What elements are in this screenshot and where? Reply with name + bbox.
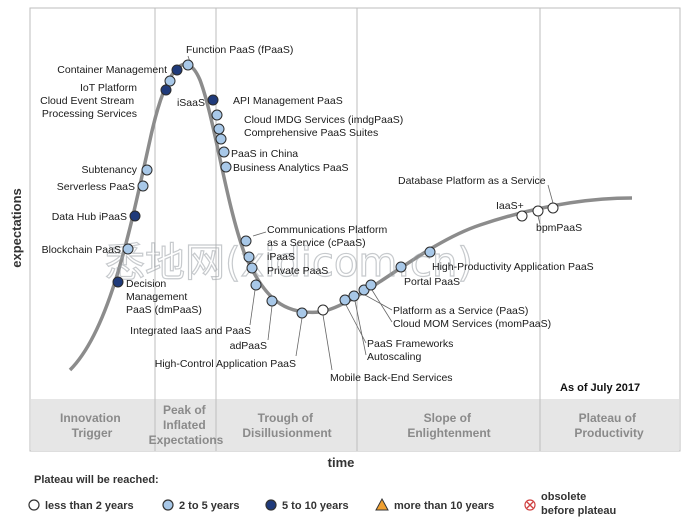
marker-portal-paas [395, 261, 407, 273]
label-decision-management: Decision Management PaaS (dmPaaS) [126, 278, 202, 316]
marker-blockchain-paas [122, 243, 134, 255]
label-integrated-iaas-paas: Integrated IaaS and PaaS [130, 325, 251, 337]
x-axis-label: time [328, 455, 355, 470]
label-paas-frameworks: PaaS Frameworks [367, 338, 453, 350]
marker-private-paas [246, 262, 258, 274]
label-cloud-imdg: Cloud IMDG Services (imdgPaaS) [244, 114, 403, 126]
label-private-paas: Private PaaS [267, 265, 328, 277]
marker-cloud-imdg [213, 123, 225, 135]
label-container-management: Container Management [57, 64, 167, 76]
legend-label-lt2: less than 2 years [45, 500, 134, 512]
label-iot-platform: IoT Platform [80, 82, 137, 94]
leader-line [371, 289, 393, 323]
legend-marker-5to10 [265, 499, 277, 511]
marker-high-control-paas [296, 307, 308, 319]
label-function-paas: Function PaaS (fPaaS) [186, 44, 293, 56]
marker-paas-in-china [218, 146, 230, 158]
label-blockchain-paas: Blockchain PaaS [42, 244, 121, 256]
marker-bpmpaas [532, 205, 544, 217]
label-business-analytics: Business Analytics PaaS [233, 162, 349, 174]
marker-high-productivity-paas [424, 246, 436, 258]
marker-cpaas [240, 235, 252, 247]
label-isaas: iSaaS [177, 97, 205, 109]
phase-band [31, 399, 679, 451]
leader-line [252, 231, 267, 237]
leader-line [267, 305, 273, 341]
label-subtenancy: Subtenancy [82, 164, 138, 176]
marker-cloud-mom [365, 279, 377, 291]
label-bpmpaas: bpmPaaS [536, 222, 582, 234]
label-iaas-plus: IaaS+ [496, 200, 524, 212]
marker-subtenancy [141, 164, 153, 176]
label-dbpaas: Database Platform as a Service [398, 175, 546, 187]
leader-line [249, 289, 256, 326]
phase-innovation: Innovation Trigger [60, 411, 124, 440]
legend-marker-obsolete [524, 499, 536, 511]
leader-line [354, 300, 367, 356]
label-paas-in-china: PaaS in China [231, 148, 298, 160]
leader-line [537, 215, 541, 225]
technology-markers: Function PaaS (fPaaS) Container Manageme… [40, 44, 594, 384]
leader-line [295, 317, 303, 357]
as-of-label: As of July 2017 [560, 382, 640, 394]
phase-trough: Trough of Disillusionment [242, 411, 331, 440]
leader-line [345, 304, 367, 344]
label-mobile-back-end: Mobile Back-End Services [330, 372, 453, 384]
marker-iaas-plus [516, 210, 528, 222]
phase-plateau: Plateau of Productivity [574, 411, 644, 440]
label-portal-paas: Portal PaaS [404, 276, 460, 288]
label-ipaas: iPaaS [267, 251, 295, 263]
label-cloud-event-stream: Cloud Event Stream Processing Services [40, 95, 137, 120]
marker-adpaas [266, 295, 278, 307]
legend-marker-gt10 [375, 497, 389, 511]
marker-ipaas [243, 251, 255, 263]
label-comprehensive-paas: Comprehensive PaaS Suites [244, 127, 378, 139]
legend-label-2to5: 2 to 5 years [179, 500, 240, 512]
marker-isaas [207, 94, 219, 106]
legend-marker-2to5 [162, 499, 174, 511]
label-paas: Platform as a Service (PaaS) [393, 305, 528, 317]
legend-title: Plateau will be reached: [34, 474, 159, 486]
label-cpaas: Communications Platform as a Service (cP… [267, 224, 390, 249]
leader-line [364, 294, 393, 311]
y-axis-label: expectations [9, 188, 24, 267]
phase-peak: Peak of Inflated Expectations [149, 403, 224, 447]
label-data-hub-ipaas: Data Hub iPaaS [52, 211, 127, 223]
label-serverless-paas: Serverless PaaS [57, 181, 135, 193]
marker-autoscaling [348, 290, 360, 302]
legend-label-5to10: 5 to 10 years [282, 500, 349, 512]
label-api-management: API Management PaaS [233, 95, 343, 107]
legend-label-gt10: more than 10 years [394, 500, 494, 512]
marker-integrated-iaas-paas [250, 279, 262, 291]
marker-business-analytics [220, 161, 232, 173]
marker-container-management [171, 64, 183, 76]
marker-serverless-paas [137, 180, 149, 192]
label-autoscaling: Autoscaling [367, 351, 421, 363]
label-adpaas: adPaaS [230, 340, 267, 352]
marker-cloud-event-stream [160, 84, 172, 96]
legend: Plateau will be reached: less than 2 yea… [28, 474, 616, 517]
marker-api-management [211, 109, 223, 121]
label-cloud-mom: Cloud MOM Services (momPaaS) [393, 318, 551, 330]
leader-line [322, 314, 333, 371]
marker-iot-platform [164, 75, 176, 87]
label-high-control-paas: High-Control Application PaaS [155, 358, 296, 370]
leader-line [547, 184, 554, 204]
watermark: 悉地网(xidicom.cn) [105, 240, 473, 286]
legend-marker-lt2 [28, 499, 40, 511]
marker-paas-frameworks [339, 294, 351, 306]
phase-slope: Slope of Enlightenment [407, 411, 490, 440]
marker-mobile-back-end [317, 304, 329, 316]
marker-comprehensive-paas [215, 133, 227, 145]
marker-function-paas [182, 59, 194, 71]
marker-dbpaas [547, 202, 559, 214]
obsolete-cross-b [526, 501, 534, 509]
label-high-productivity-paas: High-Productivity Application PaaS [432, 261, 594, 273]
marker-decision-management [112, 276, 124, 288]
legend-label-obsolete: obsolete before plateau [541, 491, 616, 517]
marker-data-hub-ipaas [129, 210, 141, 222]
